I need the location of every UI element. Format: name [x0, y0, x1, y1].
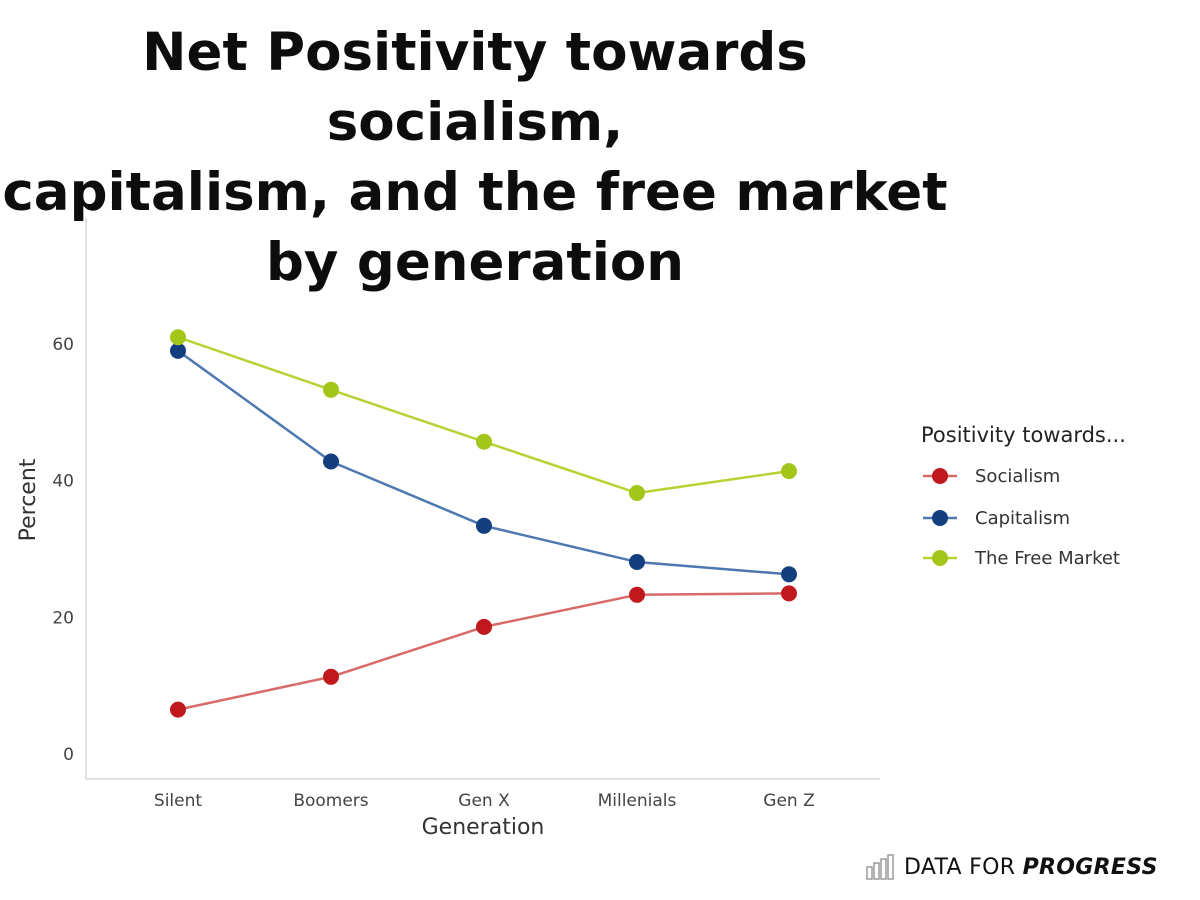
- x-axis-title: Generation: [422, 815, 545, 840]
- data-point-capitalism-boomers: [323, 453, 339, 470]
- data-point-the-free-market-gen-z: [781, 463, 797, 480]
- series-socialism: [170, 585, 797, 718]
- data-point-socialism-boomers: [323, 668, 339, 685]
- chart-title-line-1: Net Positivity towards socialism,: [142, 22, 808, 153]
- y-tick-label: 0: [63, 745, 74, 765]
- legend-swatch-dot-the-free-market: [932, 550, 948, 566]
- x-tick-label-silent: Silent: [154, 791, 202, 811]
- data-point-socialism-gen-z: [781, 585, 797, 602]
- data-point-the-free-market-gen-x: [476, 433, 492, 450]
- data-point-capitalism-gen-x: [476, 517, 492, 534]
- series-the-free-market: [170, 329, 797, 501]
- legend-item-capitalism: Capitalism: [923, 508, 1070, 529]
- axes: 0 20 40 60 Silent Boomers Gen X Millenials Gen Z…: [16, 218, 880, 840]
- data-point-socialism-millenials: [629, 586, 645, 603]
- data-for-progress-logo: DATA FOR PROGRESS: [866, 850, 1158, 884]
- y-tick-label: 20: [52, 608, 74, 628]
- data-point-socialism-gen-x: [476, 618, 492, 635]
- legend-item-socialism: Socialism: [923, 466, 1060, 487]
- legend-label-the-free-market: The Free Market: [974, 548, 1120, 569]
- data-point-the-free-market-silent: [170, 329, 186, 346]
- chart-title: Net Positivity towards socialism, capita…: [0, 18, 950, 298]
- chart-title-line-3: by generation: [265, 232, 685, 293]
- legend-label-socialism: Socialism: [975, 466, 1060, 487]
- data-point-capitalism-gen-z: [781, 566, 797, 583]
- data-point-socialism-silent: [170, 701, 186, 718]
- data-point-the-free-market-boomers: [323, 381, 339, 398]
- series-layer: [170, 329, 797, 718]
- bar-chart-icon: [866, 854, 894, 880]
- legend-swatch-dot-socialism: [932, 468, 948, 484]
- y-axis-title: Percent: [16, 458, 41, 541]
- y-tick-label: 40: [52, 472, 74, 492]
- series-line-capitalism: [177, 349, 790, 576]
- legend-title: Positivity towards...: [921, 423, 1126, 447]
- series-line-socialism: [177, 592, 790, 711]
- y-tick-label: 60: [52, 335, 74, 355]
- series-line-the-free-market: [177, 336, 790, 495]
- series-capitalism: [170, 342, 797, 583]
- x-tick-label-millenials: Millenials: [598, 791, 677, 811]
- data-point-capitalism-silent: [170, 342, 186, 359]
- data-point-the-free-market-millenials: [629, 485, 645, 501]
- legend-label-capitalism: Capitalism: [975, 508, 1070, 529]
- chart-title-line-2: capitalism, and the free market: [2, 162, 948, 223]
- x-tick-label-gen-x: Gen X: [458, 791, 510, 811]
- legend-swatch-dot-capitalism: [932, 510, 948, 526]
- branding-text: DATA FOR PROGRESS: [904, 855, 1158, 880]
- legend: Positivity towards... Socialism Capitalism…: [921, 423, 1126, 569]
- x-tick-label-boomers: Boomers: [293, 791, 368, 811]
- branding-prefix: DATA FOR: [904, 854, 1016, 880]
- x-tick-label-gen-z: Gen Z: [763, 791, 814, 811]
- branding-emphasis: PROGRESS: [1022, 854, 1158, 880]
- legend-item-the-free-market: The Free Market: [923, 548, 1120, 569]
- data-point-capitalism-millenials: [629, 554, 645, 570]
